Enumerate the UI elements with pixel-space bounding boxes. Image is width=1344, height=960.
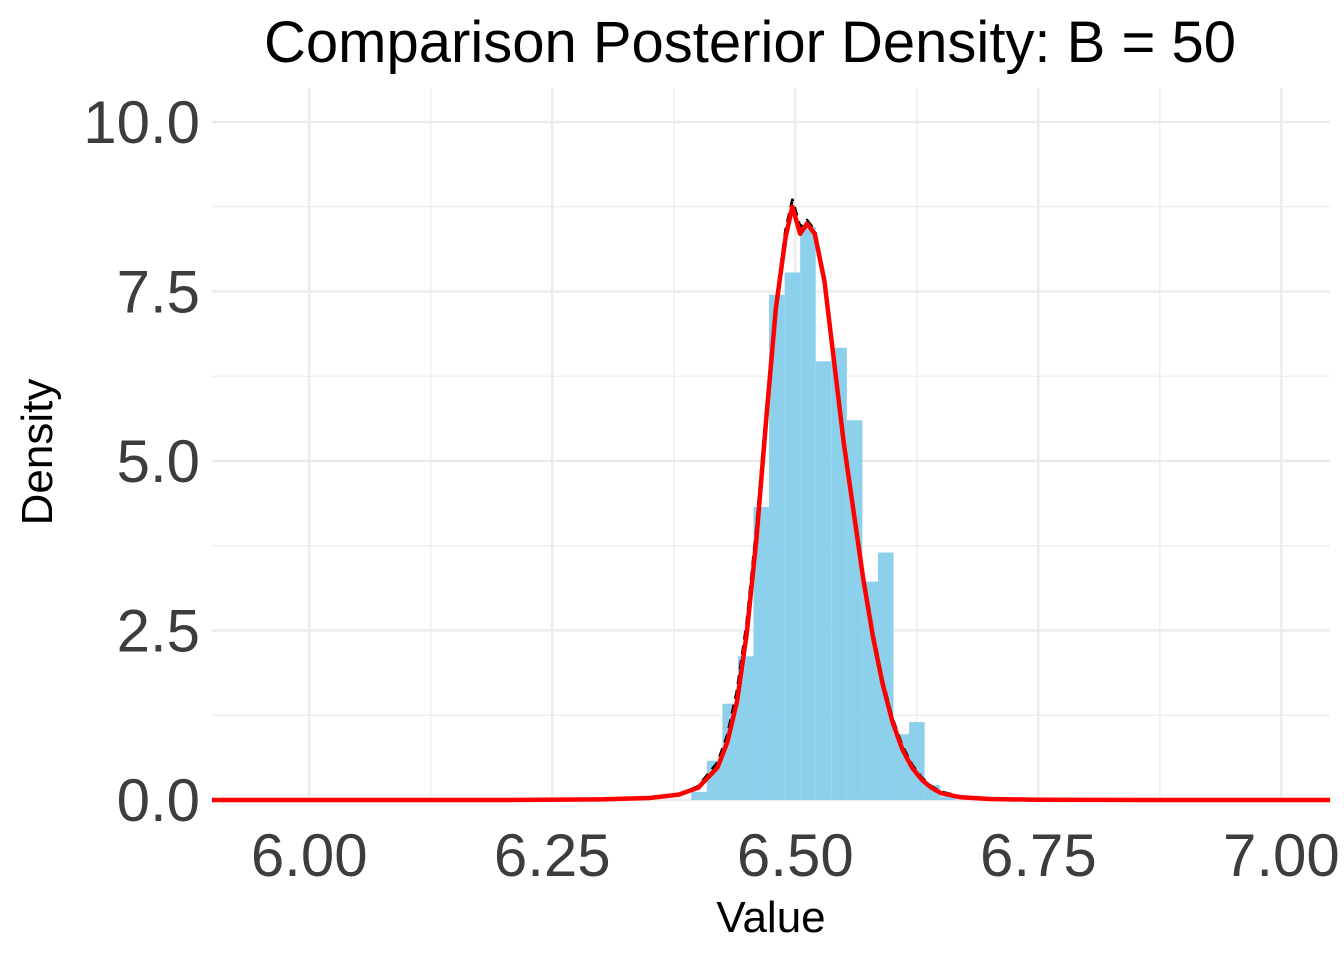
histogram-bar bbox=[800, 227, 816, 800]
x-tick-label: 6.75 bbox=[980, 822, 1097, 889]
y-tick-label: 0.0 bbox=[117, 767, 200, 834]
histogram-bar bbox=[722, 703, 738, 800]
y-axis-label: Density bbox=[13, 379, 62, 526]
x-tick-label: 6.50 bbox=[737, 822, 854, 889]
histogram-bar bbox=[831, 347, 847, 800]
histogram-bar bbox=[815, 361, 832, 800]
histogram-bar bbox=[737, 656, 754, 800]
x-axis-label: Value bbox=[716, 893, 825, 942]
x-tick-labels: 6.00 6.25 6.50 6.75 7.00 bbox=[251, 822, 1340, 889]
y-tick-label: 7.5 bbox=[117, 258, 200, 325]
y-tick-labels: 0.0 2.5 5.0 7.5 10.0 bbox=[83, 89, 200, 834]
y-tick-label: 10.0 bbox=[83, 89, 200, 156]
histogram-bar bbox=[691, 791, 707, 800]
x-tick-label: 6.25 bbox=[494, 822, 611, 889]
histogram-bar bbox=[909, 722, 925, 800]
histogram-bar bbox=[753, 507, 770, 800]
histogram-bar bbox=[706, 760, 723, 800]
x-tick-label: 7.00 bbox=[1223, 822, 1340, 889]
histogram-bar bbox=[846, 420, 863, 800]
histogram-bar bbox=[940, 796, 956, 800]
x-tick-label: 6.00 bbox=[251, 822, 368, 889]
y-tick-label: 5.0 bbox=[117, 428, 200, 495]
density-lines bbox=[212, 198, 1330, 803]
histogram-bar bbox=[769, 294, 785, 800]
histogram-bar bbox=[877, 552, 894, 800]
chart-title: Comparison Posterior Density: B = 50 bbox=[264, 10, 1236, 75]
histogram-bars bbox=[691, 227, 956, 800]
y-tick-label: 2.5 bbox=[117, 597, 200, 664]
histogram-bar bbox=[784, 272, 801, 800]
density-line-solid bbox=[212, 204, 1330, 803]
